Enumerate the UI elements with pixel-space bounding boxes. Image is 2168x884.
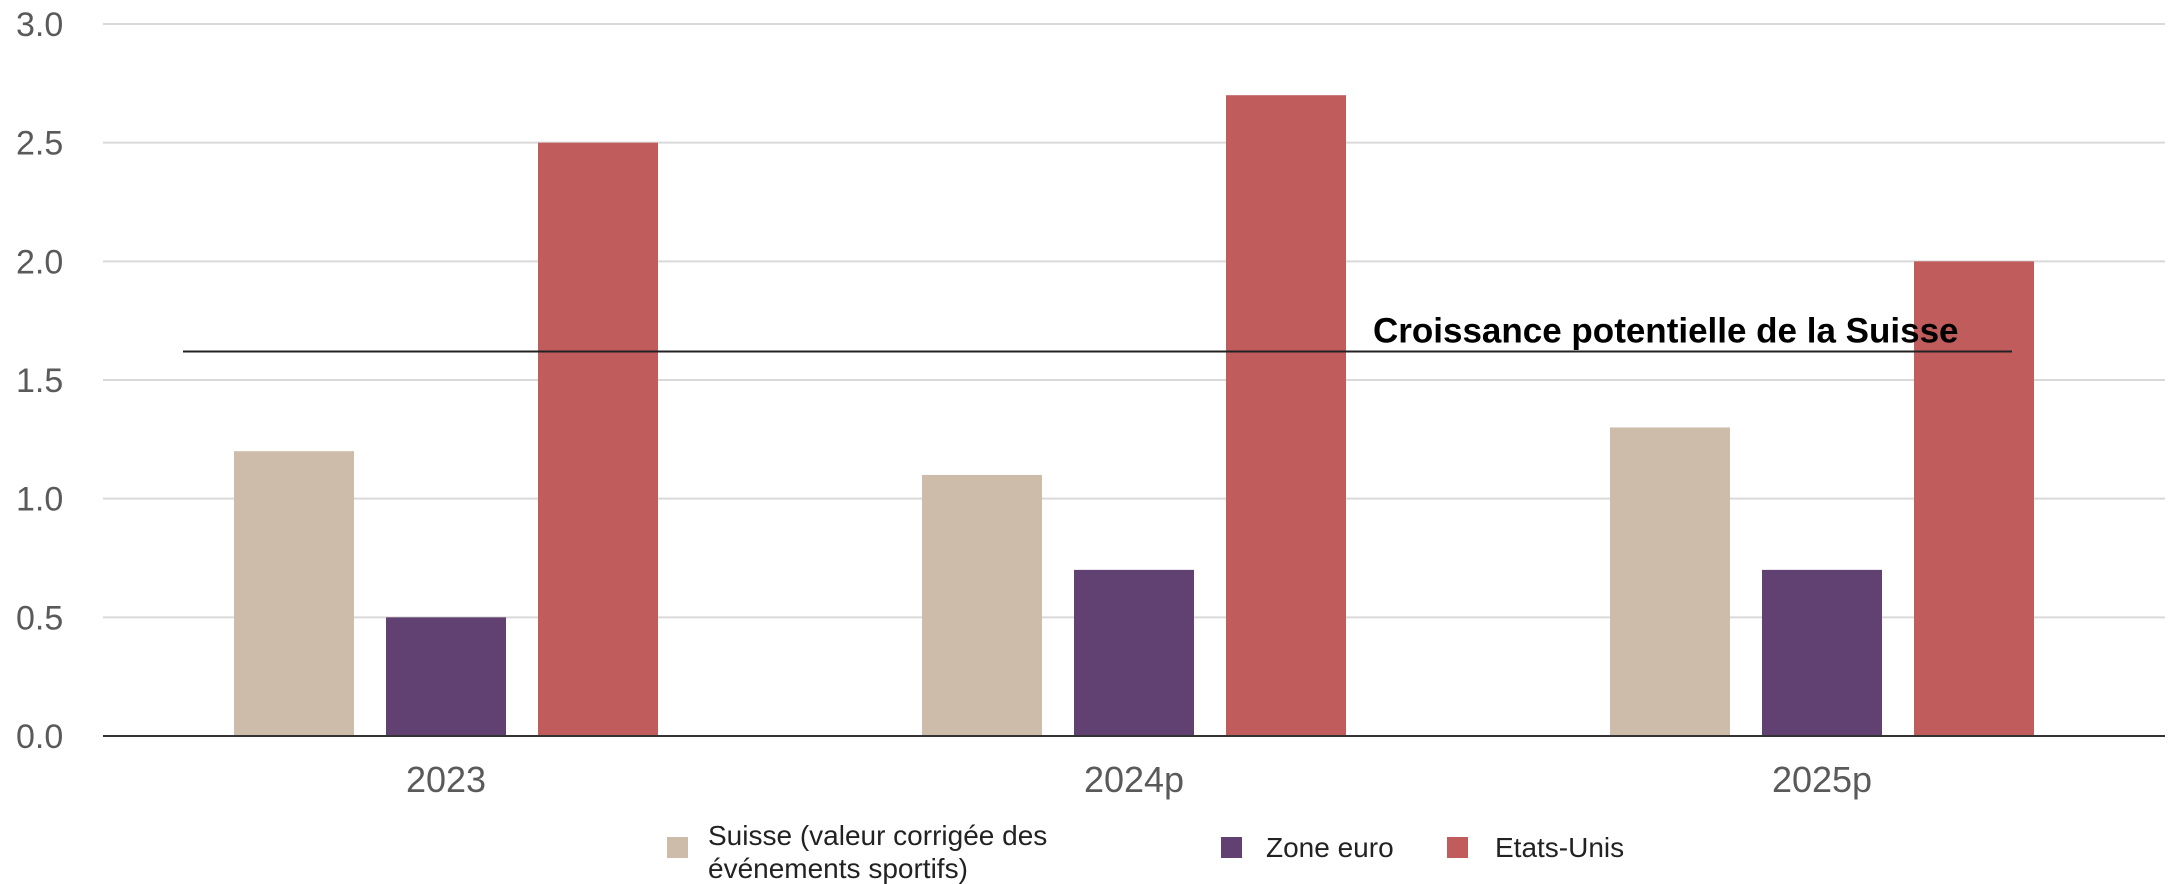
bar-2-2023 xyxy=(386,617,506,736)
legend-item: Etats-Unis xyxy=(1447,832,1624,863)
y-axis: 0.0 0.5 1.0 1.5 2.0 2.5 3.0 xyxy=(16,6,63,756)
reference-line-label: Croissance potentielle de la Suisse xyxy=(1373,312,1959,351)
legend-swatch xyxy=(1447,837,1468,858)
legend-label: Etats-Unis xyxy=(1495,832,1624,863)
bars xyxy=(234,95,2034,736)
legend-label: Suisse (valeur corrigée des xyxy=(708,820,1047,851)
x-tick-label: 2023 xyxy=(406,759,486,800)
legend-label: événements sportifs) xyxy=(708,853,968,884)
bar-3-2025p xyxy=(1914,261,2034,736)
bar-2-2024p xyxy=(1074,569,1194,736)
y-tick-label: 1.0 xyxy=(16,481,63,519)
legend-swatch xyxy=(1221,837,1242,858)
y-tick-label: 0.5 xyxy=(16,599,63,637)
bar-1-2025p xyxy=(1610,427,1730,736)
bar-1-2023 xyxy=(234,451,354,736)
x-axis: 2023 2024p 2025p xyxy=(406,759,1872,800)
y-tick-label: 0.0 xyxy=(16,718,63,756)
bar-2-2025p xyxy=(1762,569,1882,736)
legend-item: Zone euro xyxy=(1221,832,1394,863)
bar-3-2023 xyxy=(538,142,658,736)
legend-swatch xyxy=(667,837,688,858)
bar-3-2024p xyxy=(1226,95,1346,736)
y-tick-label: 2.0 xyxy=(16,243,63,281)
bar-1-2024p xyxy=(922,474,1042,736)
legend-label: Zone euro xyxy=(1266,832,1394,863)
y-tick-label: 1.5 xyxy=(16,362,63,400)
y-tick-label: 2.5 xyxy=(16,125,63,163)
reference-line-group: Croissance potentielle de la Suisse xyxy=(183,312,2012,353)
y-tick-label: 3.0 xyxy=(16,6,63,44)
x-tick-label: 2025p xyxy=(1772,759,1872,800)
x-tick-label: 2024p xyxy=(1084,759,1184,800)
